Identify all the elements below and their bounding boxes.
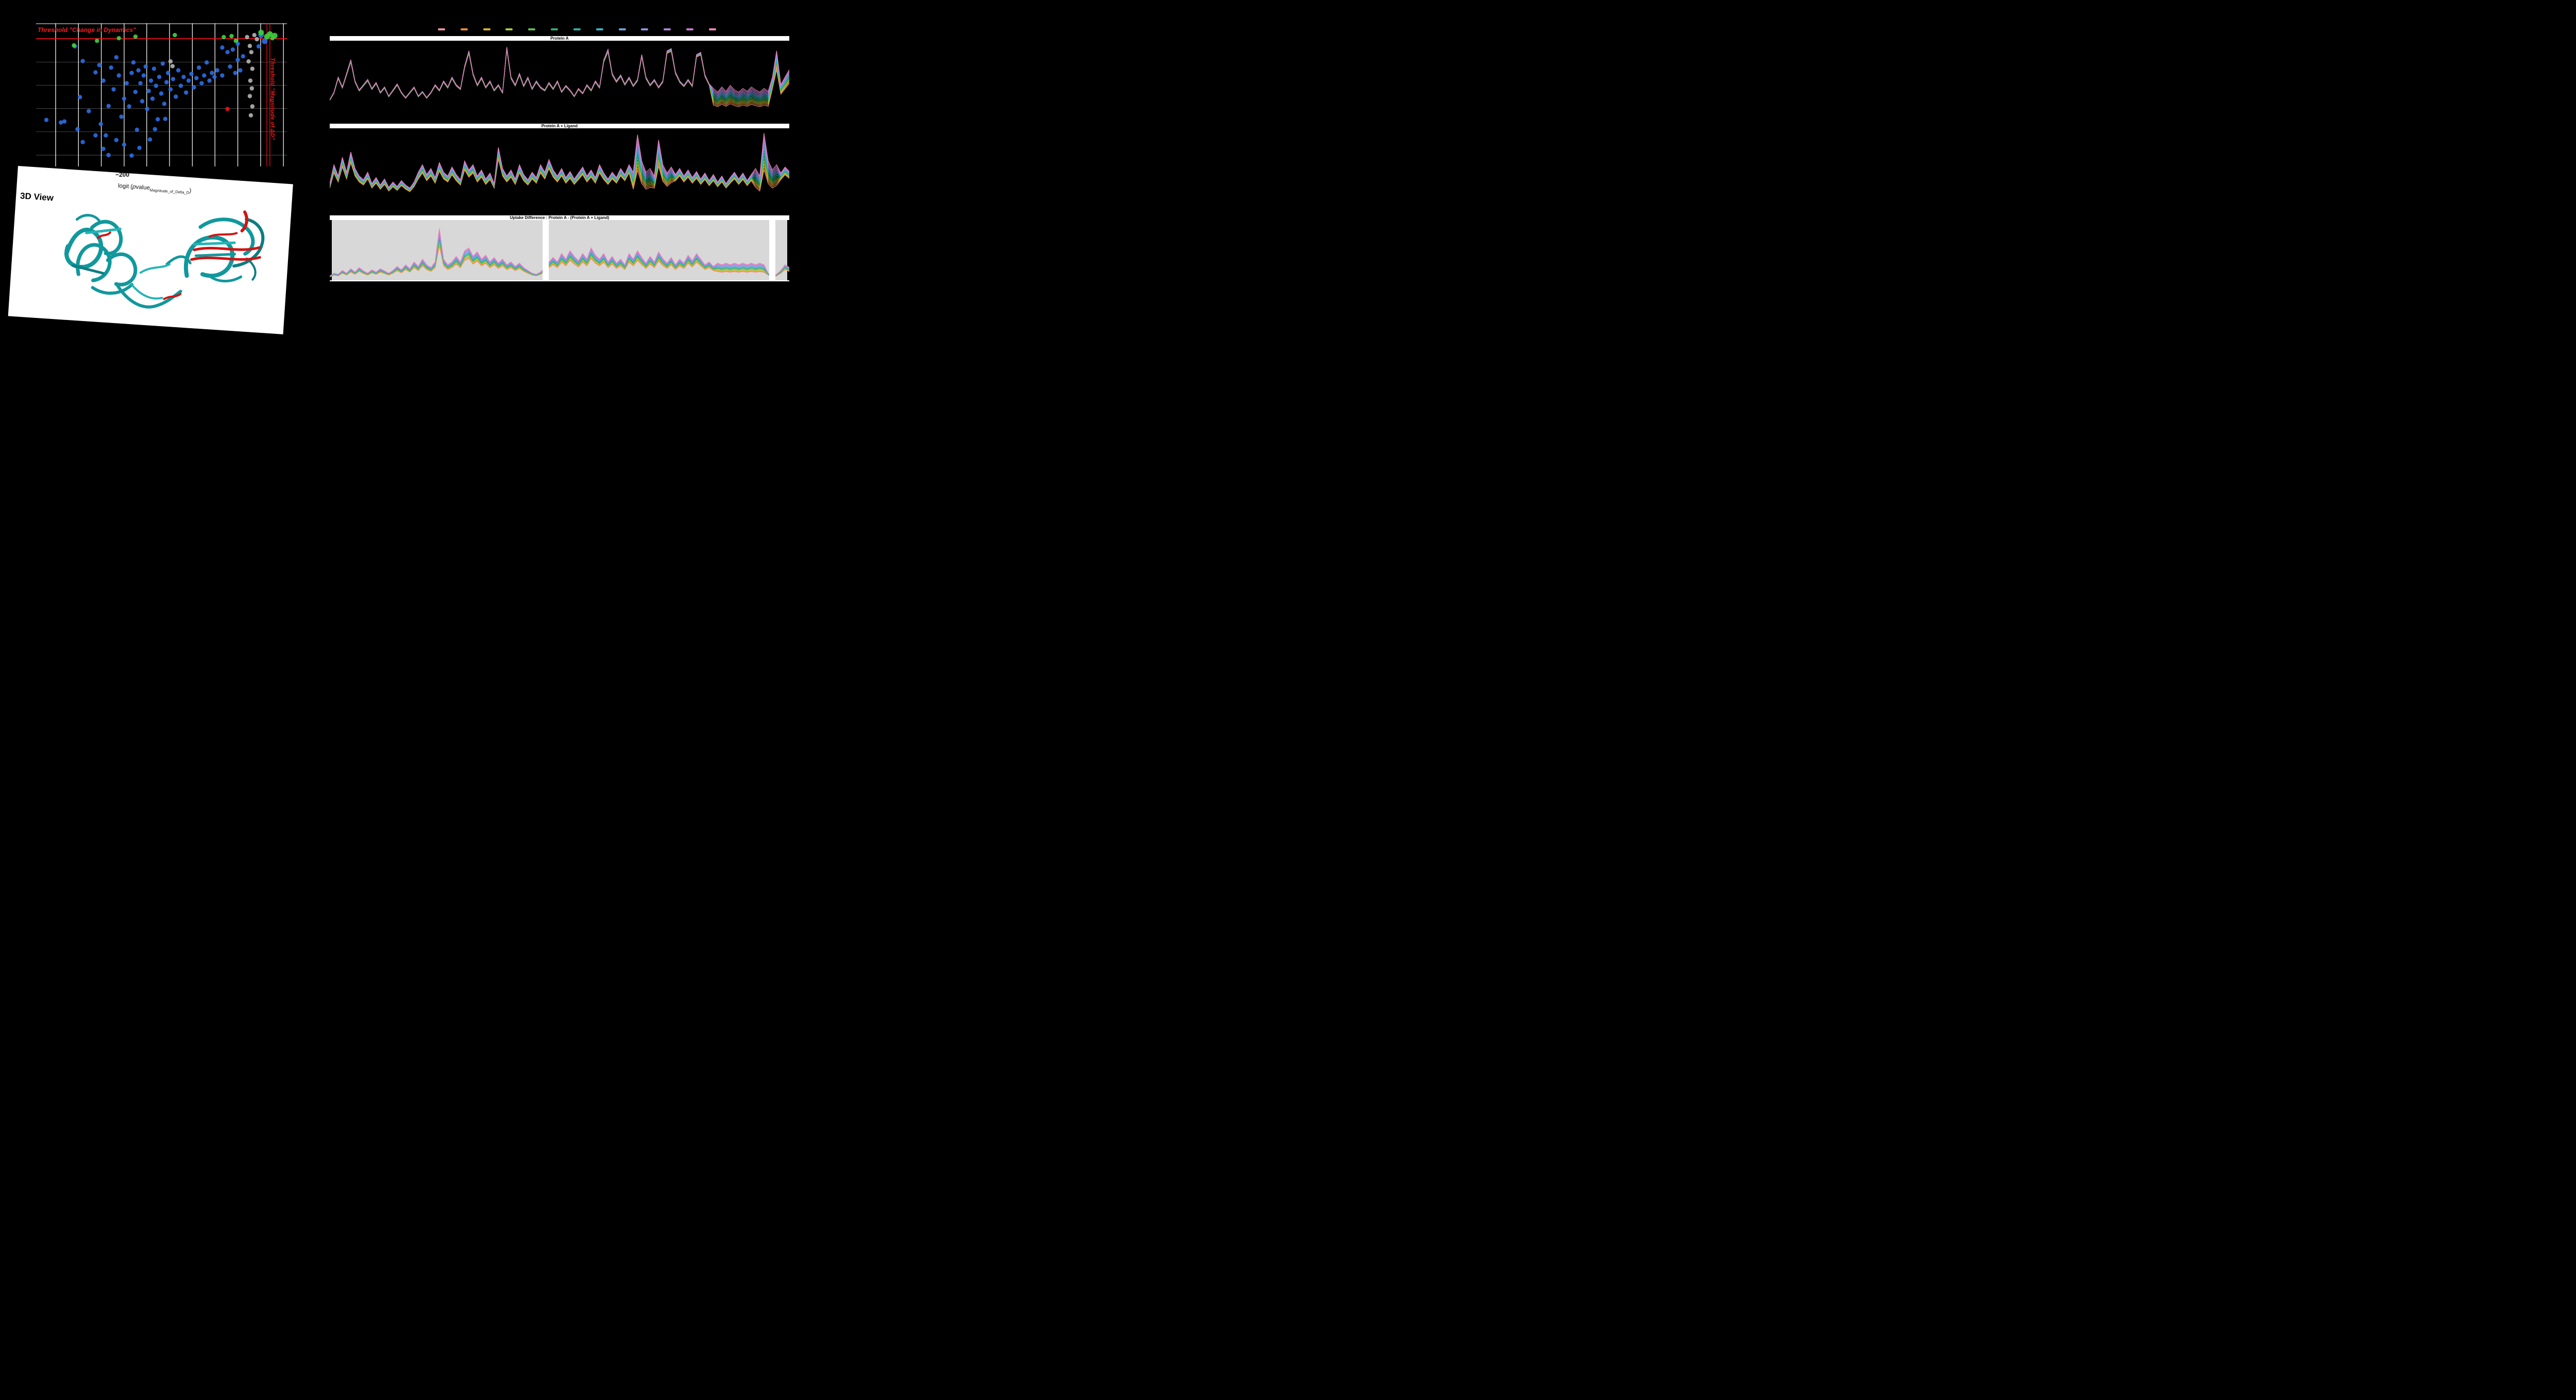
uptake-chart-protein-a[interactable] bbox=[330, 41, 789, 121]
legend-dash bbox=[618, 28, 626, 30]
threshold-magnitude-label: Threshold "Magnitude of ΔD" bbox=[269, 58, 276, 140]
legend-dash bbox=[483, 28, 490, 30]
legend-dash bbox=[664, 28, 671, 30]
chart-title-protein-a: Protein A bbox=[330, 36, 789, 41]
volcano-scatter-plot[interactable] bbox=[36, 23, 287, 166]
legend-dash bbox=[641, 28, 649, 30]
legend-dash bbox=[573, 28, 581, 30]
structure-3d-panel: logit (pvalueMagnitude_of_Delta_D) 3D Vi… bbox=[8, 166, 293, 334]
legend-dash bbox=[596, 28, 603, 30]
uptake-difference-chart[interactable] bbox=[330, 220, 789, 281]
legend-dash bbox=[551, 28, 558, 30]
legend-dash bbox=[505, 28, 513, 30]
legend-dash bbox=[528, 28, 536, 30]
legend-dash bbox=[438, 28, 445, 30]
legend-dash bbox=[460, 28, 468, 30]
series-legend bbox=[438, 28, 716, 31]
legend-dash bbox=[686, 28, 694, 30]
hdx-analysis-figure: Threshold "Change in Dynamics" Threshold… bbox=[0, 0, 808, 334]
chart-title-protein-a-ligand: Protein A + Ligand bbox=[330, 124, 789, 128]
volcano-x-tick: −200 bbox=[115, 171, 130, 178]
legend-dash bbox=[708, 28, 716, 30]
chart-title-uptake-difference: Uptake Difference : Protein A - (Protein… bbox=[330, 215, 789, 220]
protein-ribbon-graphic[interactable] bbox=[8, 166, 293, 334]
uptake-chart-protein-a-ligand[interactable] bbox=[330, 128, 789, 209]
threshold-change-in-dynamics-label: Threshold "Change in Dynamics" bbox=[38, 26, 136, 33]
